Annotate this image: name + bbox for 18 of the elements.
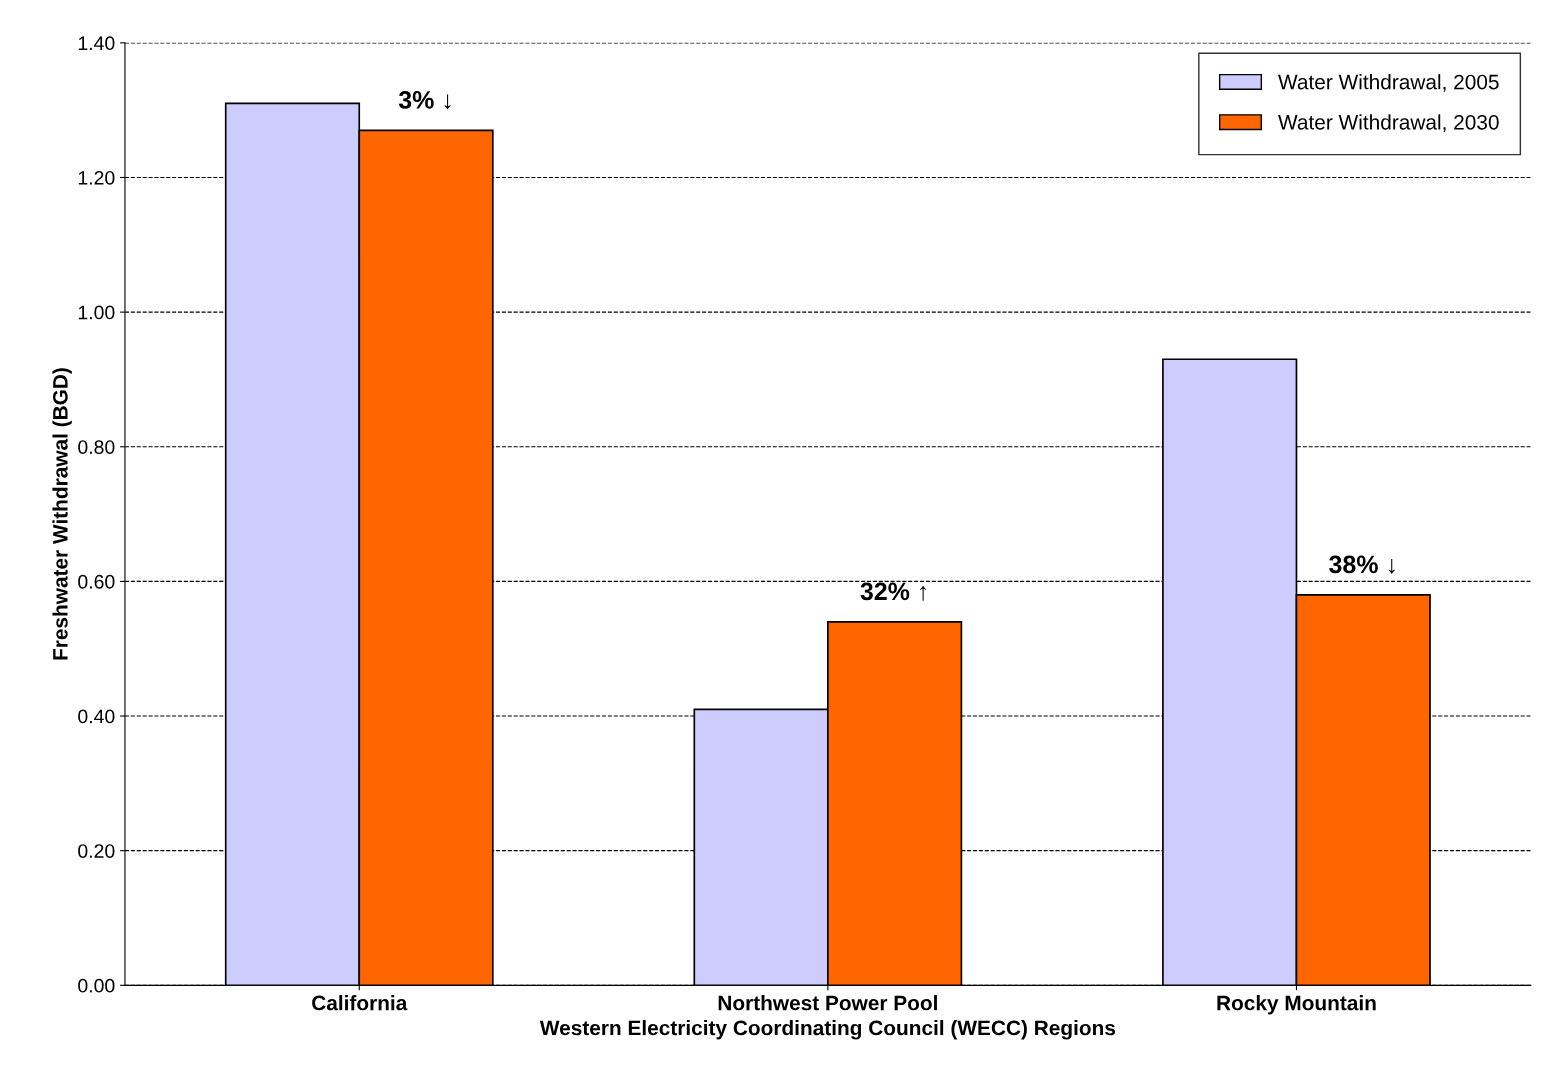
y-tick-label: 0.00 [78,978,115,993]
annotation: 38% ↓ [1329,555,1395,574]
y-tick-label: 0.80 [78,440,115,454]
x-tick-label: Northwest Power Pool [718,995,937,1011]
y-tick-label: 1.40 [78,36,115,51]
legend-label: Water Withdrawal, 2005 [1278,74,1499,92]
y-tick-label: 0.20 [78,844,115,858]
annotation: 3% ↓ [398,91,451,110]
y-tick-label: 1.00 [78,305,115,320]
legend-label: Water Withdrawal, 2030 [1278,114,1499,133]
y-axis-title: Freshwater Withdrawal (BGD) [52,368,72,660]
x-axis-title: Western Electricity Coordinating Council (WECC) Regions [539,1020,1116,1040]
y-tick-label: 0.60 [78,574,115,589]
x-tick-label: California [312,995,408,1011]
y-tick-label: 0.40 [78,709,115,724]
y-tick-label: 1.20 [78,170,115,185]
annotation: 32% ↑ [860,582,927,601]
x-tick-label: Rocky Mountain [1217,995,1376,1015]
